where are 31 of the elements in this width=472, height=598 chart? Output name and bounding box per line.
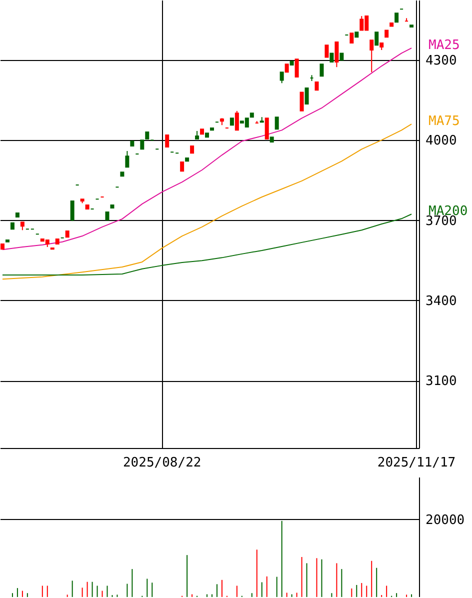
candlestick [374, 32, 379, 46]
candlestick [320, 64, 324, 77]
y-tick-label: 3100 [426, 374, 457, 390]
line-series [2, 124, 412, 280]
candlestick [394, 12, 399, 23]
candlestick [70, 200, 74, 222]
candlestick [324, 44, 329, 58]
candlestick [274, 116, 279, 130]
x-tick-label: 2025/11/17 [377, 456, 456, 470]
candlestick [140, 140, 144, 150]
y-tick-label: 3400 [426, 294, 457, 309]
candlestick [264, 118, 269, 140]
candlestick [350, 32, 354, 44]
candlestick [294, 58, 299, 78]
candlestick [180, 161, 184, 172]
x-tick-label: 2025/08/22 [122, 456, 202, 470]
series-label: MA75 [428, 114, 460, 130]
candlestick [165, 134, 170, 148]
y-tick-label: 4000 [426, 134, 457, 149]
candlestick [125, 150, 130, 168]
y-tick-label: 20000 [426, 512, 465, 528]
candlestick [280, 72, 284, 84]
candlestick [334, 41, 339, 68]
candlestick [304, 87, 309, 104]
line-series [2, 48, 412, 250]
candlestick [300, 92, 304, 112]
candlestick [370, 40, 374, 73]
line-series [2, 214, 412, 276]
y-tick-label: 4300 [426, 53, 457, 68]
candlestick [234, 110, 239, 131]
series-label: MA25 [428, 38, 460, 54]
